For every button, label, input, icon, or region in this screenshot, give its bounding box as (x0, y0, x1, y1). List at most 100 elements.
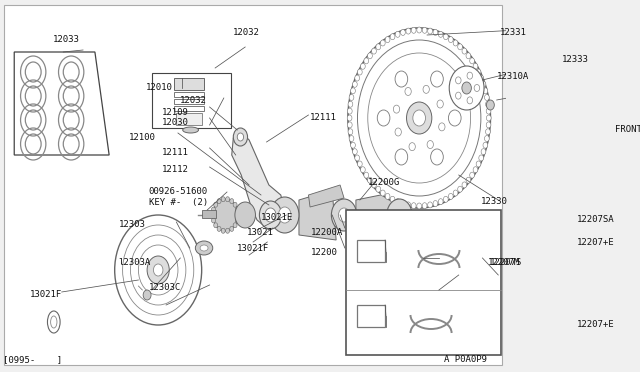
Circle shape (486, 101, 490, 107)
Text: l2303A: l2303A (118, 258, 151, 267)
Circle shape (348, 28, 490, 208)
Polygon shape (232, 132, 285, 230)
Bar (174, 99, 204, 104)
Circle shape (406, 202, 411, 208)
Circle shape (367, 177, 372, 183)
Circle shape (234, 128, 248, 146)
Circle shape (348, 122, 352, 128)
Text: 12111: 12111 (310, 113, 337, 122)
Circle shape (358, 161, 362, 167)
Text: 12331: 12331 (500, 28, 527, 37)
Bar (152, 73, 231, 128)
Circle shape (364, 58, 369, 64)
Circle shape (236, 207, 239, 212)
Circle shape (226, 197, 230, 202)
Circle shape (236, 218, 239, 223)
Bar (358, 240, 385, 262)
Circle shape (427, 141, 433, 148)
Circle shape (372, 182, 376, 188)
Circle shape (349, 135, 354, 141)
Circle shape (376, 186, 381, 192)
Circle shape (467, 72, 472, 79)
Circle shape (390, 34, 395, 40)
Polygon shape (308, 185, 344, 207)
Text: 12032: 12032 (234, 28, 260, 37)
Circle shape (385, 36, 390, 42)
Text: 00926-51600: 00926-51600 (148, 187, 208, 196)
Circle shape (486, 122, 491, 128)
Text: 12330: 12330 (481, 197, 508, 206)
Ellipse shape (182, 127, 198, 133)
Circle shape (481, 149, 486, 155)
Circle shape (474, 84, 479, 92)
Circle shape (396, 31, 400, 37)
Circle shape (422, 203, 427, 209)
Text: 12010: 12010 (147, 83, 173, 92)
Circle shape (405, 87, 412, 96)
Circle shape (212, 199, 238, 231)
Circle shape (211, 212, 215, 218)
Text: 12200G: 12200G (368, 178, 400, 187)
Text: 12207+E: 12207+E (577, 238, 615, 247)
Polygon shape (14, 52, 109, 155)
Circle shape (217, 226, 221, 231)
Text: 12112: 12112 (162, 165, 189, 174)
Circle shape (395, 149, 408, 165)
Circle shape (423, 85, 429, 93)
Bar (174, 78, 204, 90)
Circle shape (395, 71, 408, 87)
Circle shape (484, 135, 489, 141)
Circle shape (214, 202, 218, 207)
Circle shape (412, 203, 416, 209)
Circle shape (265, 208, 276, 222)
Circle shape (444, 34, 448, 40)
Circle shape (217, 199, 221, 203)
Circle shape (438, 123, 445, 131)
Circle shape (376, 44, 381, 50)
Circle shape (271, 197, 299, 233)
Bar (175, 113, 202, 125)
Circle shape (449, 193, 453, 199)
Text: 12032: 12032 (180, 96, 207, 105)
Circle shape (486, 100, 494, 110)
Circle shape (409, 142, 415, 151)
Text: 12333: 12333 (561, 55, 588, 64)
Text: 12030: 12030 (162, 118, 189, 127)
Circle shape (233, 202, 237, 207)
Circle shape (154, 264, 163, 276)
Circle shape (433, 201, 438, 206)
Circle shape (221, 197, 225, 202)
Circle shape (212, 218, 216, 223)
Circle shape (259, 201, 282, 229)
Text: 13021F: 13021F (30, 290, 62, 299)
Circle shape (115, 215, 202, 325)
Text: 12207S: 12207S (490, 258, 523, 267)
Circle shape (349, 94, 354, 100)
Circle shape (483, 142, 488, 148)
Circle shape (348, 101, 353, 107)
Circle shape (143, 290, 151, 300)
Circle shape (473, 167, 478, 173)
Circle shape (466, 53, 471, 59)
Circle shape (413, 110, 426, 126)
Circle shape (428, 28, 433, 34)
Circle shape (230, 226, 234, 231)
Circle shape (456, 92, 461, 99)
Circle shape (233, 223, 237, 228)
Circle shape (332, 199, 356, 231)
Circle shape (355, 155, 360, 161)
Ellipse shape (195, 241, 212, 255)
Polygon shape (356, 192, 399, 238)
Circle shape (360, 63, 365, 69)
Circle shape (236, 212, 240, 218)
Text: 12033: 12033 (53, 35, 80, 44)
Circle shape (476, 69, 481, 75)
Bar (358, 305, 385, 327)
Circle shape (456, 77, 461, 84)
Circle shape (355, 75, 360, 81)
Text: 12207M: 12207M (488, 258, 520, 267)
Text: 12207+E: 12207+E (577, 320, 615, 329)
Text: 12200A: 12200A (311, 228, 343, 237)
Text: 13021: 13021 (247, 228, 274, 237)
Text: 12303: 12303 (118, 220, 145, 229)
